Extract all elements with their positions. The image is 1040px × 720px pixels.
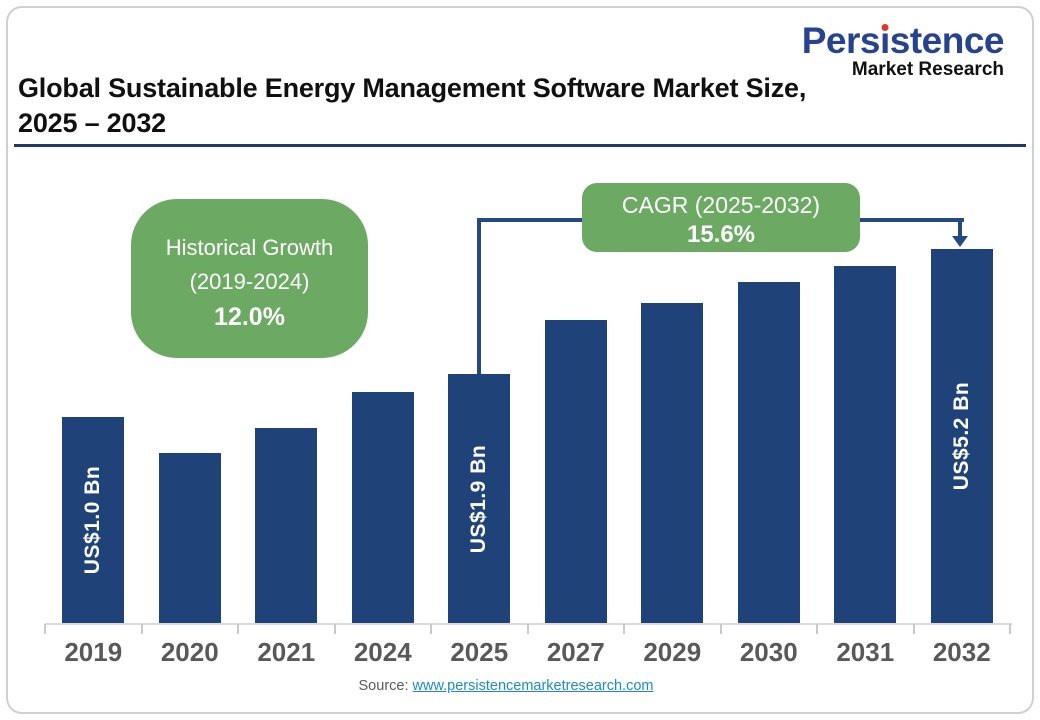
- x-tick-label-2019: 2019: [64, 637, 123, 667]
- x-axis-tick: [623, 624, 625, 634]
- bar-2021: [255, 428, 318, 623]
- x-tick-label-2031: 2031: [836, 637, 895, 667]
- bar-2025: [448, 374, 511, 623]
- x-tick-label-2025: 2025: [450, 637, 509, 667]
- x-tick-label-2030: 2030: [739, 637, 798, 667]
- historical-growth-value: 12.0%: [214, 303, 285, 331]
- bar-value-label-2032: US$5.2 Bn: [949, 381, 973, 491]
- logo-brand-text: Persı stence: [801, 20, 1005, 61]
- bar-2024: [351, 392, 414, 623]
- x-axis-tick: [816, 624, 818, 634]
- bar-2020: [158, 453, 221, 623]
- title-line-1: Global Sustainable Energy Management Sof…: [18, 73, 807, 103]
- page-title: Global Sustainable Energy Management Sof…: [18, 71, 878, 141]
- source-prefix: Source:: [358, 678, 409, 694]
- title-line-2: 2025 – 2032: [18, 108, 166, 138]
- bar-value-label-2019: US$1.0 Bn: [81, 465, 105, 575]
- x-axis-tick: [526, 624, 529, 634]
- bar-value-label-2025: US$1.9 Bn: [467, 444, 491, 553]
- historical-growth-period: (2019-2024): [189, 269, 310, 294]
- historical-growth-label: Historical Growth: [165, 235, 334, 260]
- cagr-value: 15.6%: [686, 221, 756, 248]
- x-axis-line: [45, 623, 1012, 625]
- bar-2019: [62, 417, 125, 623]
- logo-subtitle: Market Research: [851, 58, 1004, 80]
- x-axis-tick: [430, 624, 432, 634]
- historical-growth-box: Historical Growth (2019-2024) 12.0%: [131, 199, 368, 358]
- cagr-label: CAGR (2025-2032): [621, 192, 821, 218]
- bar-2029: [641, 303, 704, 623]
- x-tick-label-2027: 2027: [546, 637, 605, 667]
- x-tick-label-2021: 2021: [257, 637, 316, 667]
- connector-vertical-2025: [477, 218, 481, 376]
- x-axis-tick: [140, 624, 143, 634]
- source-line: Source: www.persistencemarketresearch.co…: [0, 678, 1012, 694]
- arrow-down-icon: [952, 236, 968, 247]
- x-tick-label-2020: 2020: [160, 637, 219, 667]
- source-link[interactable]: www.persistencemarketresearch.com: [412, 678, 654, 694]
- bar-2027: [544, 320, 607, 623]
- bar-2031: [834, 266, 897, 623]
- x-axis-tick: [237, 624, 239, 634]
- cagr-box: CAGR (2025-2032) 15.6%: [582, 183, 860, 252]
- x-axis-tick: [333, 624, 336, 634]
- connector-arrow-shaft: [958, 218, 962, 238]
- x-axis-tick: [44, 624, 46, 634]
- title-underline: [14, 144, 1026, 147]
- x-axis-tick: [912, 624, 915, 634]
- x-tick-label-2032: 2032: [932, 637, 991, 667]
- logo-red-dot-icon: [881, 24, 889, 31]
- brand-logo: Persı stence Market Research: [801, 20, 1005, 81]
- x-axis-tick: [1009, 624, 1011, 634]
- x-axis-tick: [719, 624, 722, 634]
- bar-2032: [930, 249, 993, 623]
- x-tick-label-2029: 2029: [643, 637, 702, 667]
- x-tick-label-2024: 2024: [353, 637, 412, 667]
- bar-2030: [737, 282, 800, 623]
